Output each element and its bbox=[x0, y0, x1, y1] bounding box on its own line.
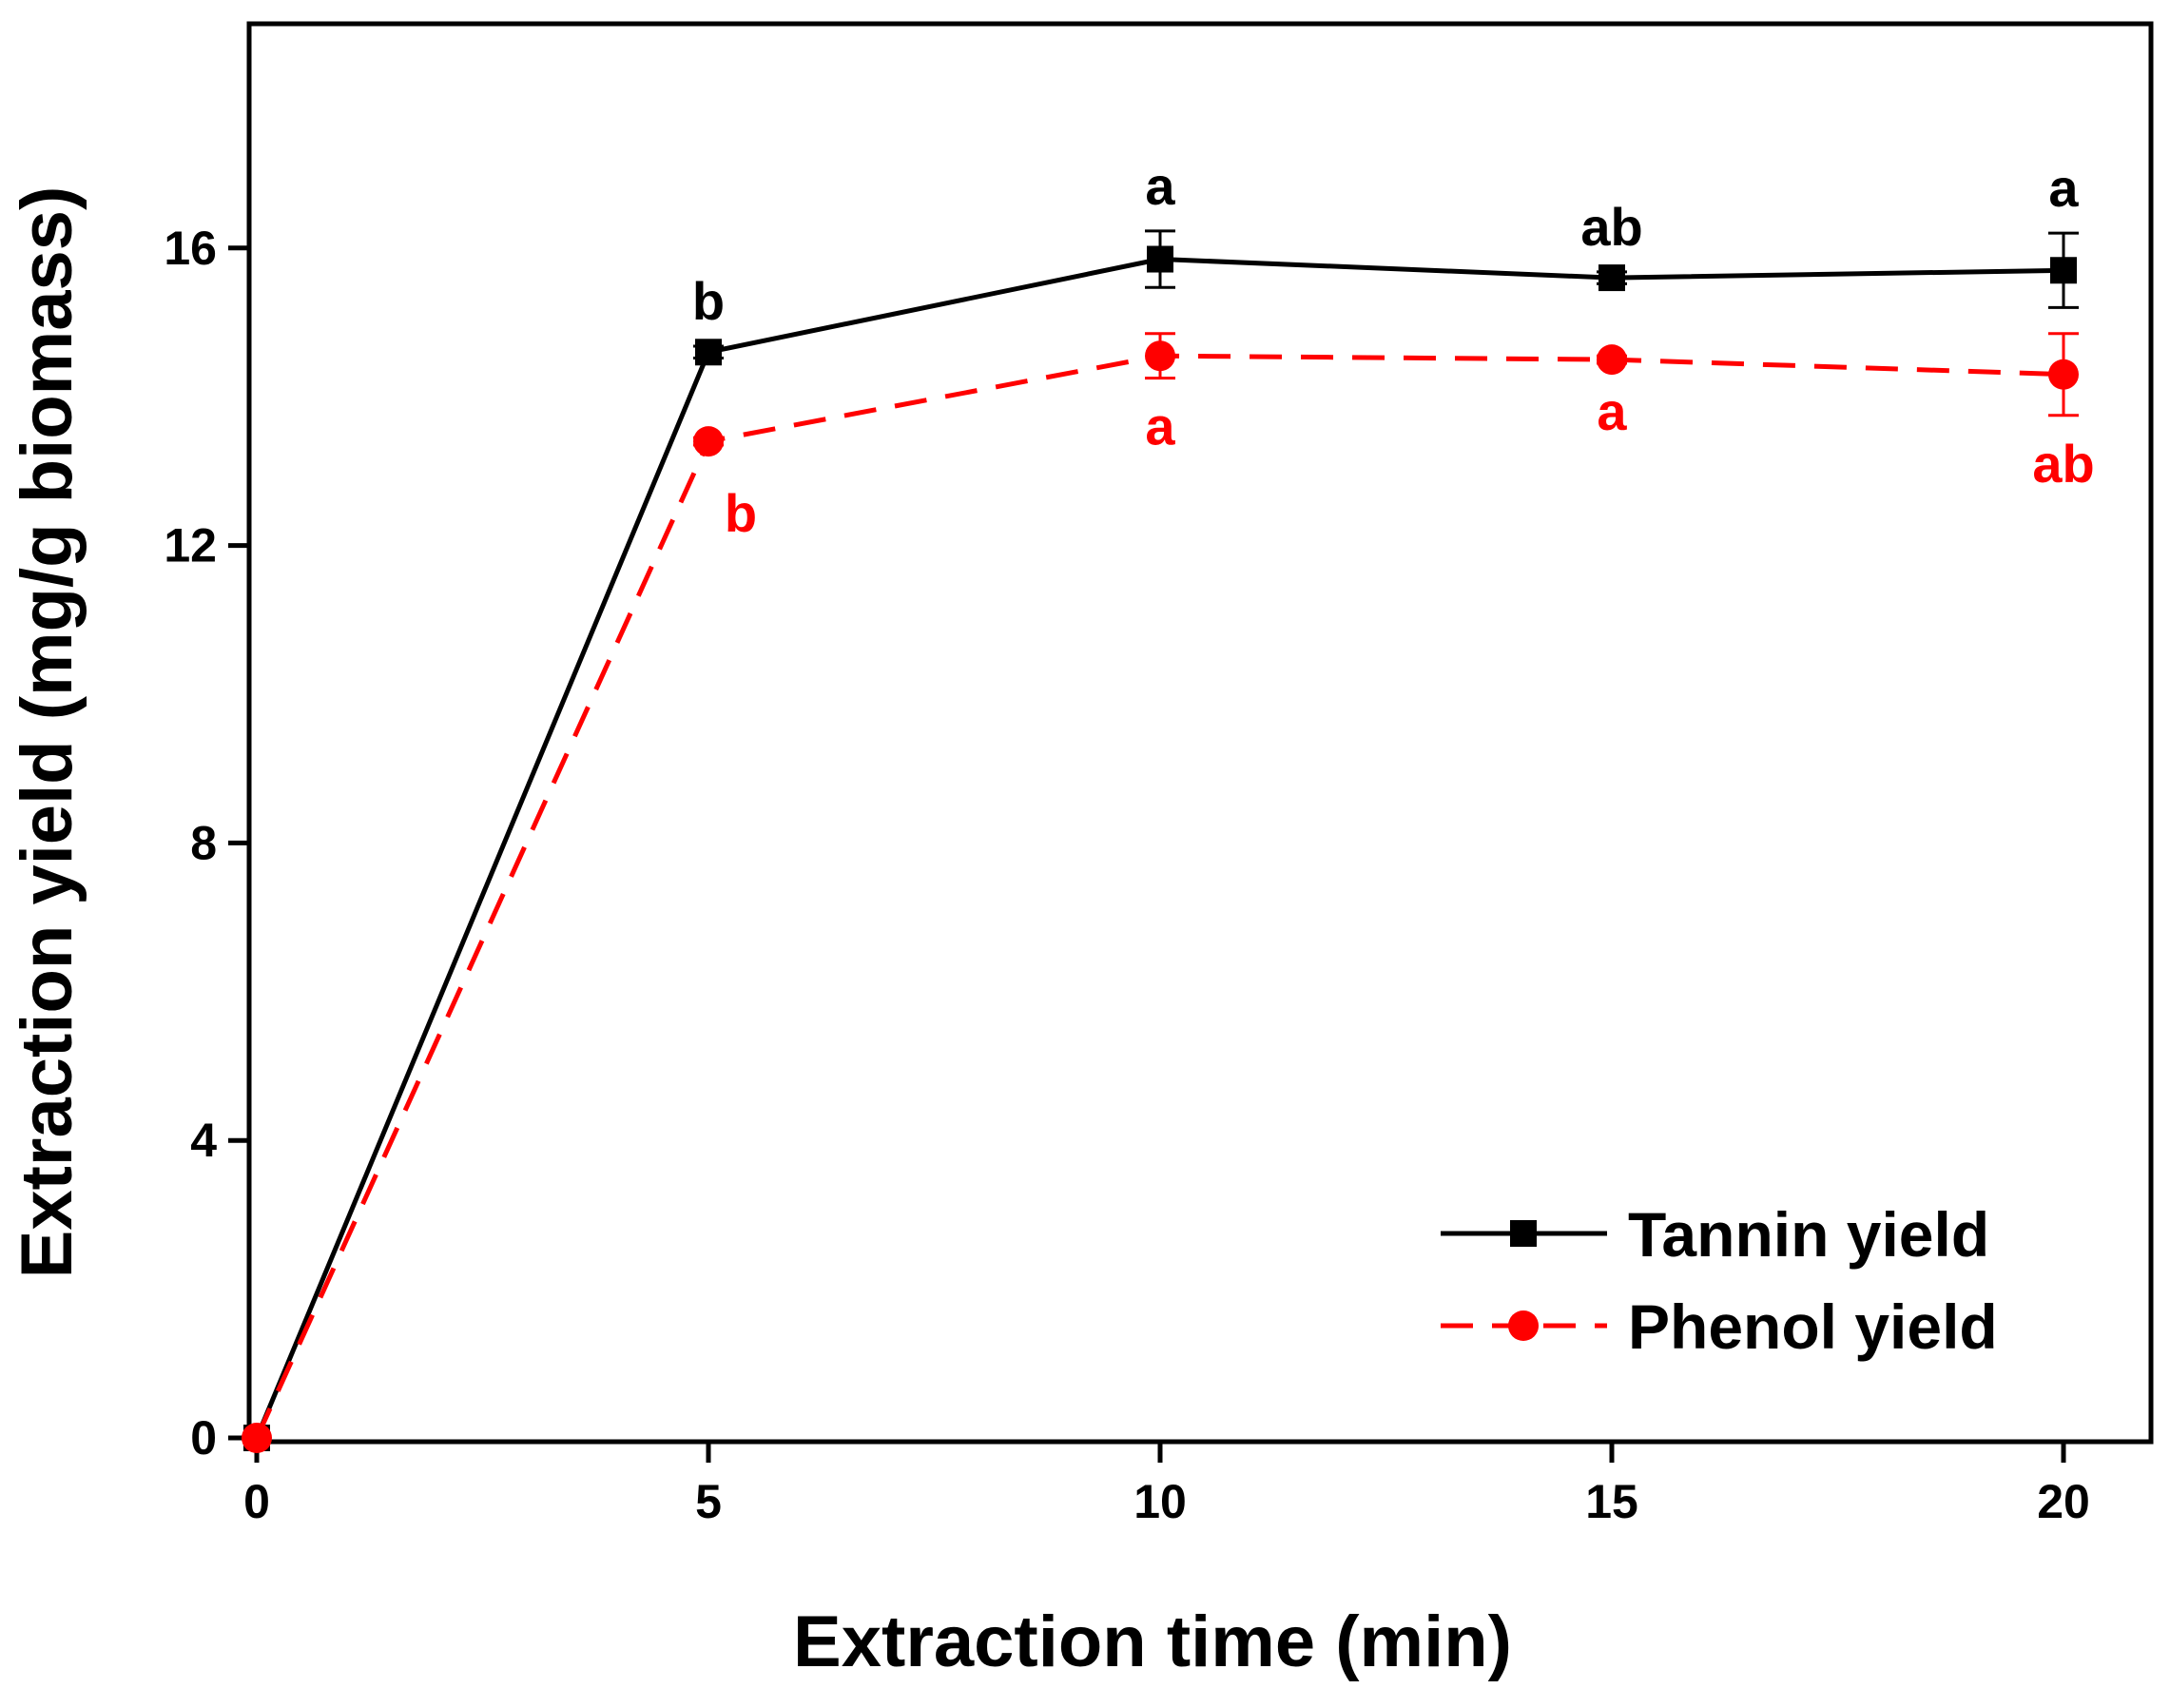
marker-phenol-0 bbox=[242, 1423, 272, 1453]
series-phenol bbox=[242, 332, 2079, 1453]
marker-tannin-20 bbox=[2050, 257, 2077, 284]
sig-label-phenol-10: a bbox=[1145, 397, 1175, 456]
plot-frame bbox=[246, 21, 2154, 1445]
marker-phenol-20 bbox=[2048, 359, 2079, 390]
legend-label-phenol: Phenol yield bbox=[1628, 1291, 1998, 1362]
marker-tannin-5 bbox=[695, 339, 722, 366]
y-tick-label-0: 0 bbox=[190, 1411, 217, 1465]
y-tick-label-12: 12 bbox=[164, 519, 217, 573]
x-tick-label-15: 15 bbox=[1585, 1475, 1638, 1528]
marker-tannin-10 bbox=[1147, 245, 1173, 273]
axis-ticks: 0 5 10 15 20 0 4 8 12 16 bbox=[164, 222, 2089, 1528]
y-tick-label-4: 4 bbox=[190, 1114, 217, 1167]
marker-phenol-10 bbox=[1145, 340, 1175, 372]
y-tick-label-8: 8 bbox=[190, 816, 217, 869]
y-axis-title: Extraction yield (mg/g biomass) bbox=[7, 186, 87, 1279]
legend-marker-tannin bbox=[1510, 1220, 1537, 1247]
legend-marker-phenol bbox=[1508, 1310, 1539, 1341]
x-tick-label-20: 20 bbox=[2037, 1475, 2090, 1528]
x-tick-label-5: 5 bbox=[695, 1475, 722, 1528]
sig-label-tannin-20: a bbox=[2048, 158, 2079, 218]
x-tick-label-0: 0 bbox=[243, 1475, 270, 1528]
marker-phenol-15 bbox=[1597, 344, 1627, 376]
sig-label-tannin-15: ab bbox=[1580, 197, 1642, 257]
x-tick-label-10: 10 bbox=[1133, 1475, 1187, 1528]
legend: Tannin yield Phenol yield bbox=[1441, 1199, 1998, 1362]
sig-label-phenol-15: a bbox=[1597, 381, 1627, 441]
marker-phenol-5 bbox=[693, 426, 724, 457]
sig-label-phenol-5: b bbox=[725, 483, 757, 543]
marker-tannin-15 bbox=[1598, 264, 1625, 292]
x-axis-title: Extraction time (min) bbox=[793, 1601, 1512, 1682]
series-line-phenol bbox=[254, 353, 2064, 1440]
legend-label-tannin: Tannin yield bbox=[1628, 1199, 1989, 1270]
sig-label-phenol-20: ab bbox=[2032, 434, 2094, 494]
series-group bbox=[242, 229, 2079, 1453]
sig-label-tannin-5: b bbox=[692, 271, 725, 331]
sig-label-tannin-10: a bbox=[1145, 156, 1175, 216]
y-tick-label-16: 16 bbox=[164, 222, 217, 275]
